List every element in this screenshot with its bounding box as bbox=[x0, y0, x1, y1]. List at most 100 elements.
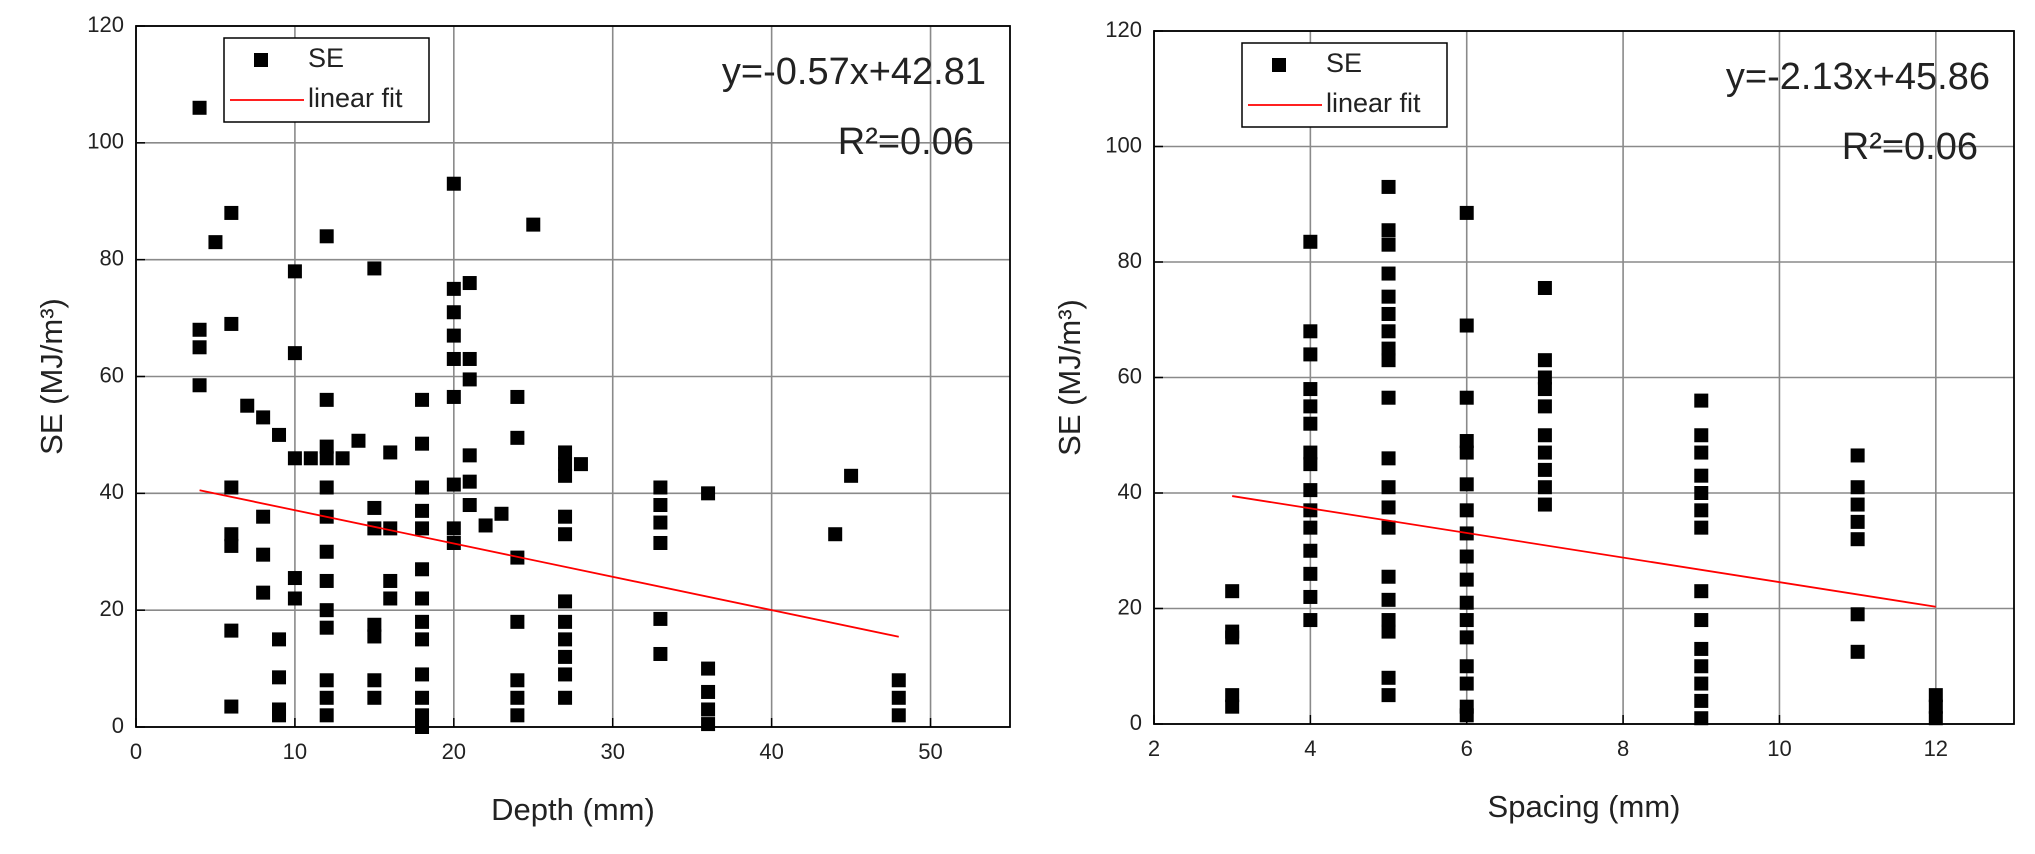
point bbox=[319, 708, 334, 723]
point bbox=[1303, 566, 1318, 581]
x-tick-label: 30 bbox=[600, 739, 624, 764]
point bbox=[287, 346, 302, 361]
point bbox=[1381, 624, 1396, 639]
point bbox=[1303, 382, 1318, 397]
point bbox=[526, 217, 541, 232]
point bbox=[1694, 503, 1709, 518]
y-tick-label: 0 bbox=[112, 713, 124, 738]
point bbox=[653, 498, 668, 513]
point bbox=[1694, 468, 1709, 483]
point bbox=[1381, 569, 1396, 584]
y-tick-label: 40 bbox=[100, 479, 124, 504]
point bbox=[446, 305, 461, 320]
y-tick-label: 20 bbox=[100, 596, 124, 621]
point bbox=[415, 614, 430, 629]
point bbox=[1303, 503, 1318, 518]
point bbox=[573, 457, 588, 472]
x-tick-label: 10 bbox=[283, 739, 307, 764]
point bbox=[415, 480, 430, 495]
point bbox=[1303, 457, 1318, 472]
point bbox=[256, 547, 271, 562]
point bbox=[1225, 630, 1240, 645]
point bbox=[192, 378, 207, 393]
x-tick-label: 20 bbox=[442, 739, 466, 764]
point bbox=[1459, 708, 1474, 723]
point bbox=[1459, 595, 1474, 610]
point bbox=[558, 445, 573, 460]
plot-frame bbox=[1153, 30, 2015, 725]
point bbox=[208, 235, 223, 250]
point bbox=[1694, 428, 1709, 443]
y-tick-label: 0 bbox=[1130, 710, 1142, 735]
point bbox=[1537, 462, 1552, 477]
point bbox=[192, 322, 207, 337]
point bbox=[1381, 520, 1396, 535]
point bbox=[1303, 613, 1318, 628]
point bbox=[319, 620, 334, 635]
point bbox=[1303, 324, 1318, 339]
point bbox=[1303, 399, 1318, 414]
point bbox=[1459, 434, 1474, 449]
legend-box bbox=[1241, 42, 1448, 128]
y-tick-label: 60 bbox=[100, 362, 124, 387]
point bbox=[1537, 399, 1552, 414]
point bbox=[1381, 223, 1396, 238]
point bbox=[1694, 393, 1709, 408]
point bbox=[415, 591, 430, 606]
point bbox=[272, 708, 287, 723]
point bbox=[1225, 688, 1240, 703]
point bbox=[224, 527, 239, 542]
point bbox=[256, 585, 271, 600]
point bbox=[367, 690, 382, 705]
point bbox=[1381, 670, 1396, 685]
point bbox=[1303, 347, 1318, 362]
y-tick-label: 100 bbox=[1105, 132, 1142, 157]
point bbox=[1381, 179, 1396, 194]
point bbox=[446, 281, 461, 296]
point bbox=[1694, 584, 1709, 599]
point bbox=[1850, 497, 1865, 512]
point bbox=[1381, 500, 1396, 515]
point bbox=[1303, 416, 1318, 431]
point bbox=[1459, 572, 1474, 587]
annotation: R²=0.06 bbox=[838, 121, 974, 163]
point bbox=[287, 591, 302, 606]
point bbox=[224, 699, 239, 714]
point bbox=[1381, 324, 1396, 339]
point bbox=[319, 573, 334, 588]
point bbox=[1303, 234, 1318, 249]
y-tick-label: 120 bbox=[1105, 17, 1142, 42]
point bbox=[224, 480, 239, 495]
point bbox=[701, 684, 716, 699]
point bbox=[1459, 318, 1474, 333]
point bbox=[1694, 520, 1709, 535]
legend-label: SE bbox=[308, 43, 344, 73]
point bbox=[1850, 514, 1865, 529]
point bbox=[192, 340, 207, 355]
point bbox=[1225, 699, 1240, 714]
point bbox=[1303, 520, 1318, 535]
legend-label: linear fit bbox=[308, 83, 403, 113]
point bbox=[1537, 353, 1552, 368]
point bbox=[1303, 589, 1318, 604]
x-tick-label: 6 bbox=[1461, 736, 1473, 761]
x-axis-label: Depth (mm) bbox=[491, 792, 655, 827]
point bbox=[319, 544, 334, 559]
point bbox=[510, 708, 525, 723]
point bbox=[1459, 477, 1474, 492]
point bbox=[1303, 445, 1318, 460]
point bbox=[383, 521, 398, 536]
point bbox=[1381, 688, 1396, 703]
point bbox=[415, 708, 430, 723]
point bbox=[1537, 370, 1552, 385]
point bbox=[1381, 306, 1396, 321]
annotation: R²=0.06 bbox=[1842, 126, 1978, 168]
point bbox=[367, 673, 382, 688]
point bbox=[558, 527, 573, 542]
point bbox=[1694, 693, 1709, 708]
point bbox=[415, 562, 430, 577]
point bbox=[256, 509, 271, 524]
point bbox=[653, 480, 668, 495]
point bbox=[1850, 480, 1865, 495]
